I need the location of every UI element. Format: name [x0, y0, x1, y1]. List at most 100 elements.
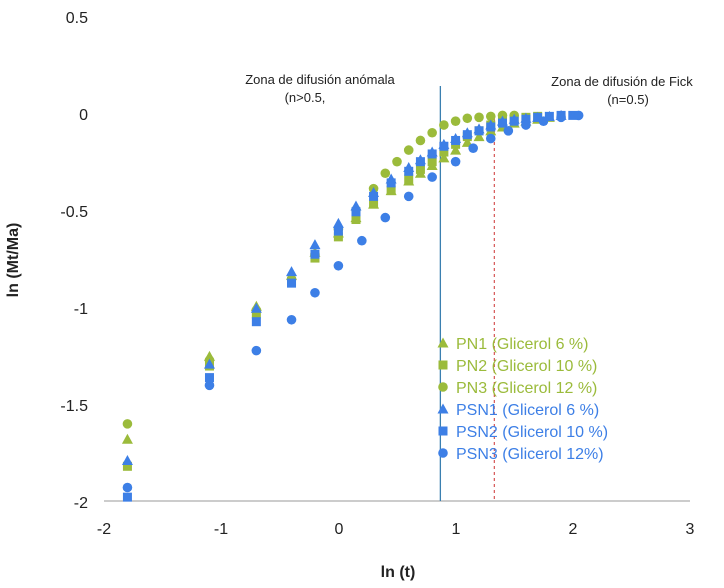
x-tick-label: 3 [686, 521, 695, 538]
fick-zone-label: Zona de difusión de Fick [551, 74, 693, 89]
legend-label: PN1 (Glicerol 6 %) [456, 336, 588, 353]
data-point [450, 116, 461, 126]
fick-zone-condition: (n=0.5) [607, 92, 649, 107]
data-point [473, 131, 485, 142]
data-point [369, 191, 379, 201]
data-point [403, 145, 414, 155]
legend-marker-circle [438, 382, 448, 392]
data-point [121, 455, 133, 466]
data-point [439, 147, 449, 157]
x-tick-labels: -2 -1 0 1 2 3 [97, 521, 695, 538]
data-point [438, 152, 450, 163]
y-tick-label: 0.5 [66, 10, 88, 27]
data-point [474, 112, 484, 123]
x-tick-label: 2 [569, 521, 578, 538]
legend-entry: PN2 (Glicerol 10 %) [438, 358, 597, 375]
data-point [122, 482, 133, 493]
data-point [462, 130, 472, 140]
legend-entry: PSN2 (Glicerol 10 %) [438, 424, 608, 441]
legend-marker-triangle [437, 403, 449, 414]
legend-marker-square [438, 426, 448, 436]
data-point [286, 266, 298, 277]
legend: PN1 (Glicerol 6 %) PN2 (Glicerol 10 %) P… [437, 336, 608, 463]
x-tick-label: -1 [214, 521, 228, 538]
data-point [427, 172, 437, 182]
data-point [403, 191, 414, 202]
data-point [450, 144, 462, 155]
data-point [404, 174, 414, 184]
legend-entry: PSN1 (Glicerol 6 %) [437, 402, 599, 419]
data-point [451, 135, 461, 145]
data-point [121, 433, 133, 444]
data-point [497, 110, 508, 121]
data-point [122, 492, 132, 502]
data-point [333, 232, 343, 242]
data-point [485, 111, 496, 122]
data-point [386, 178, 396, 188]
data-point [404, 166, 414, 176]
data-point [310, 249, 320, 259]
data-point [380, 212, 391, 223]
data-point [427, 157, 437, 167]
data-point [351, 215, 361, 225]
data-point [568, 110, 578, 120]
y-tick-label: -0.5 [60, 204, 88, 221]
data-point [310, 287, 320, 298]
data-point [392, 156, 402, 167]
data-point [286, 314, 297, 325]
data-point [204, 373, 214, 383]
data-point [503, 126, 514, 136]
legend-label: PSN3 (Glicerol 12%) [456, 446, 604, 463]
data-point [386, 186, 396, 196]
legend-entry: PN1 (Glicerol 6 %) [437, 336, 588, 353]
data-point [439, 141, 449, 151]
y-axis-title: ln (Mt/Ma) [5, 223, 22, 298]
legend-marker-circle [438, 448, 448, 458]
data-point [521, 120, 531, 130]
data-point [509, 116, 519, 126]
anomalous-zone-condition: (n>0.5, [285, 90, 326, 105]
y-tick-label: -1.5 [60, 398, 88, 415]
data-point [544, 111, 554, 121]
data-point [415, 135, 426, 146]
legend-label: PN2 (Glicerol 10 %) [456, 358, 597, 375]
data-points [121, 109, 584, 502]
data-point [533, 112, 543, 122]
legend-marker-square [438, 360, 448, 370]
data-point [204, 380, 215, 391]
data-point [122, 461, 132, 471]
data-point [486, 122, 496, 132]
data-point [485, 133, 496, 144]
data-point [333, 226, 343, 236]
data-point [251, 317, 261, 327]
legend-label: PSN1 (Glicerol 6 %) [456, 402, 599, 419]
data-point [461, 136, 473, 147]
data-point [332, 217, 344, 228]
data-point [333, 260, 344, 271]
data-point [521, 114, 531, 124]
data-point [251, 345, 262, 356]
data-point [309, 239, 321, 250]
data-point [462, 113, 473, 124]
x-axis-title: ln (t) [381, 564, 416, 581]
data-point [538, 116, 549, 126]
legend-label: PN3 (Glicerol 12 %) [456, 380, 597, 397]
legend-entry: PSN3 (Glicerol 12%) [438, 446, 604, 463]
data-point [474, 126, 484, 136]
y-tick-label: -2 [74, 495, 88, 512]
y-tick-labels: 0.5 0 -0.5 -1 -1.5 -2 [60, 10, 88, 512]
data-point [427, 149, 437, 159]
x-tick-label: -2 [97, 521, 111, 538]
data-point [351, 207, 361, 217]
x-tick-label: 0 [335, 521, 344, 538]
data-point [287, 278, 297, 288]
data-point [380, 168, 391, 179]
legend-marker-triangle [437, 337, 449, 348]
data-point [250, 302, 262, 313]
y-tick-label: -1 [74, 301, 88, 318]
data-point [415, 157, 425, 167]
data-point [573, 110, 584, 121]
legend-label: PSN2 (Glicerol 10 %) [456, 424, 608, 441]
data-point [415, 164, 425, 174]
